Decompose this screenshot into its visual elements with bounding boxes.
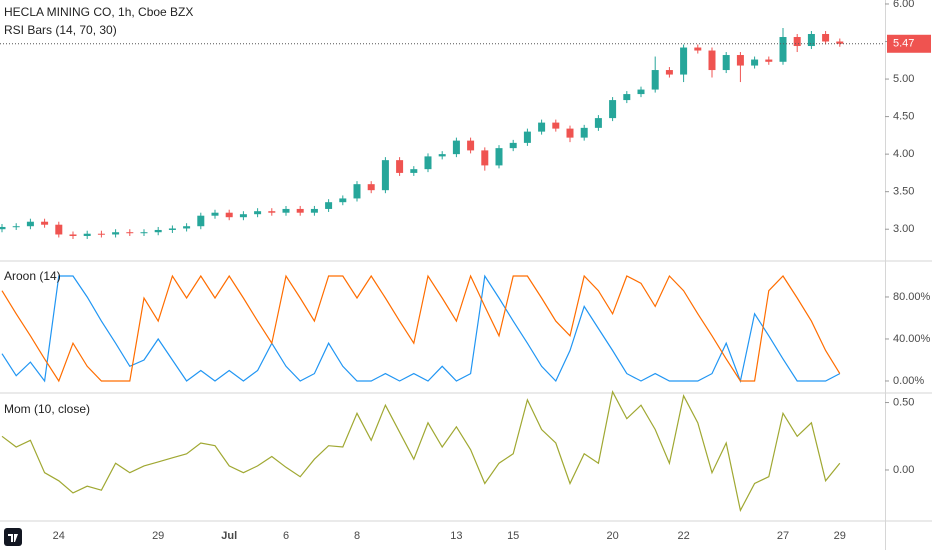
y-tick-label: 4.00 — [893, 148, 914, 160]
candle-body — [325, 202, 333, 209]
series-line — [1, 274, 841, 383]
candle-body — [481, 150, 489, 166]
candle-body — [183, 226, 191, 229]
candle-body — [410, 169, 418, 173]
x-tick-label: 13 — [450, 530, 462, 542]
y-tick-label: 5.00 — [893, 73, 914, 85]
candle-body — [452, 140, 460, 155]
candle-body — [467, 140, 475, 151]
candle-body — [353, 184, 361, 199]
candle-body — [765, 59, 773, 62]
pane-title: Mom (10, close) — [4, 402, 90, 416]
candle-body — [41, 221, 49, 225]
candle-body — [126, 232, 134, 234]
candle-body — [523, 131, 531, 143]
candle-body — [651, 70, 659, 90]
candle-body — [722, 55, 730, 71]
candle-body — [112, 232, 120, 235]
x-tick-label: 15 — [507, 530, 519, 542]
candle-body — [665, 70, 673, 75]
y-tick-label: 0.00 — [893, 464, 914, 476]
y-tick-label: 3.00 — [893, 223, 914, 235]
candle-body — [779, 37, 787, 62]
candle-body — [211, 212, 219, 216]
candle-body — [55, 224, 63, 235]
candle-body — [396, 160, 404, 173]
candle-body — [254, 211, 262, 215]
last-price-box — [887, 34, 931, 53]
series-line — [1, 274, 841, 384]
candle-body — [552, 122, 560, 129]
candle-body — [609, 100, 617, 119]
candle-body — [566, 128, 574, 138]
y-tick-label: 3.50 — [893, 186, 914, 198]
candle-body — [0, 226, 6, 230]
candle-body — [69, 234, 77, 236]
chart-title: HECLA MINING CO, 1h, Cboe BZX — [4, 5, 193, 19]
pane-title: Aroon (14) — [4, 269, 61, 283]
y-tick-label: 80.00% — [893, 291, 931, 303]
candle-body — [239, 214, 247, 218]
candle-body — [594, 118, 602, 128]
last-price-label: 5.47 — [893, 38, 914, 50]
candle-body — [168, 228, 176, 230]
candle-body — [822, 34, 830, 42]
candle-body — [381, 160, 389, 191]
y-tick-label: 6.00 — [893, 0, 914, 10]
candle-body — [154, 229, 162, 233]
candle-body — [438, 154, 446, 157]
y-tick-label: 40.00% — [893, 333, 931, 345]
x-tick-label: 22 — [677, 530, 689, 542]
candle-body — [310, 208, 318, 213]
x-tick-label: 20 — [606, 530, 618, 542]
candle-body — [296, 208, 304, 213]
x-tick-label: 24 — [53, 530, 65, 542]
candle-body — [694, 47, 702, 51]
candle-body — [367, 184, 375, 191]
y-tick-label: 0.50 — [893, 396, 914, 408]
y-tick-label: 4.50 — [893, 111, 914, 123]
plot — [0, 28, 885, 513]
x-tick-label: 27 — [777, 530, 789, 542]
candle-body — [807, 34, 815, 47]
candle-body — [623, 94, 631, 101]
x-tick-label: Jul — [221, 530, 237, 542]
candle-body — [282, 208, 290, 213]
candle-body — [836, 41, 844, 44]
candle-body — [509, 142, 517, 149]
candle-body — [140, 232, 148, 234]
candle-body — [708, 50, 716, 71]
candle-body — [26, 221, 34, 227]
indicator-label: RSI Bars (14, 70, 30) — [4, 23, 117, 37]
candle-body — [12, 226, 20, 228]
candle-body — [751, 59, 759, 66]
candle-body — [97, 233, 105, 235]
candle-body — [637, 89, 645, 95]
candle-body — [538, 122, 546, 132]
logo-glyph — [8, 534, 18, 542]
candle-body — [495, 148, 503, 166]
x-tick-label: 29 — [834, 530, 846, 542]
candle-body — [424, 156, 432, 170]
candle-body — [197, 215, 205, 227]
candle-body — [83, 233, 91, 236]
candle-body — [680, 47, 688, 75]
candle-body — [736, 55, 744, 66]
candle-body — [339, 198, 347, 203]
candle-body — [268, 211, 276, 213]
x-tick-label: 6 — [283, 530, 289, 542]
candle-body — [225, 212, 233, 218]
logo[interactable] — [4, 528, 22, 546]
series-line — [1, 390, 841, 513]
x-tick-label: 8 — [354, 530, 360, 542]
candle-body — [793, 37, 801, 47]
candle-body — [580, 127, 588, 138]
x-tick-label: 29 — [152, 530, 164, 542]
y-tick-label: 0.00% — [893, 375, 924, 387]
